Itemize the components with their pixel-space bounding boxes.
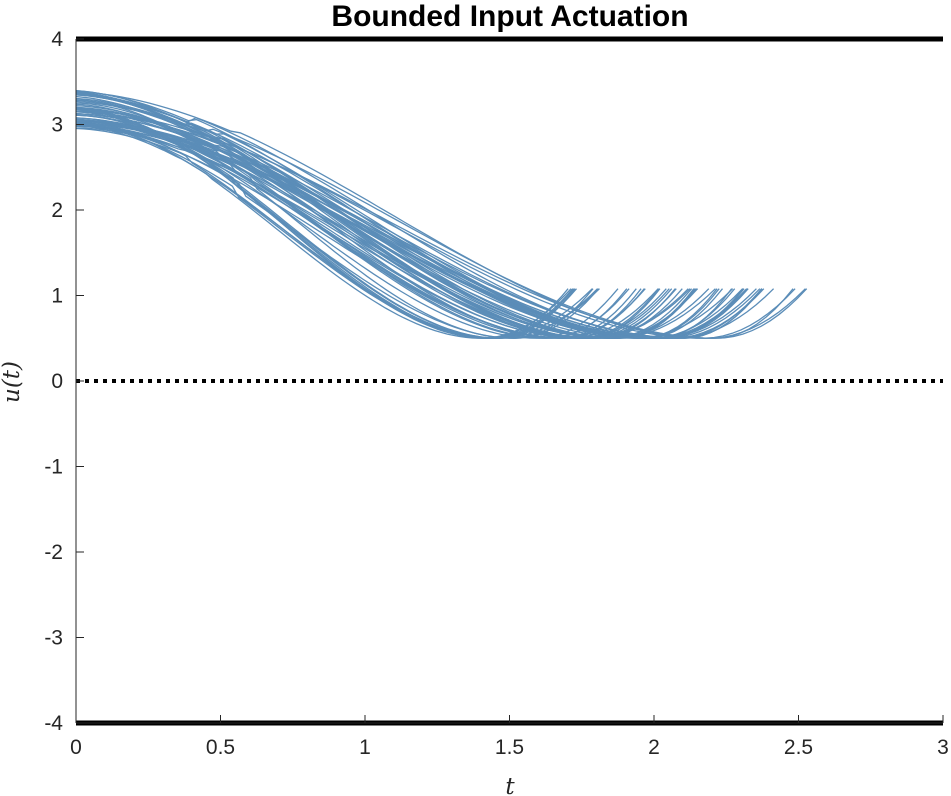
y-tick-label: -3 [44,627,63,650]
x-tick-label: 2 [648,736,660,759]
x-tick-label: 1 [359,736,371,759]
trajectory-line [75,94,670,339]
chart-title: Bounded Input Actuation [331,0,688,33]
trajectory-line [75,124,599,339]
y-tick-label: 3 [51,114,63,137]
y-tick-label: -4 [44,712,63,735]
y-tick-label: -1 [44,456,63,479]
x-tick-label: 0 [70,736,82,759]
trajectory-line [75,100,808,339]
y-tick-label: 4 [51,28,63,51]
trajectory-line [75,114,637,339]
trajectory-series [75,90,808,339]
y-tick-labels: -4 -3 -2 -1 0 1 2 3 4 [44,28,84,735]
y-tick-label: 0 [51,370,63,393]
x-tick-label: 1.5 [495,736,524,759]
x-tick-labels: 0 0.5 1 1.5 2 2.5 3 [70,715,949,759]
trajectory-line [75,91,763,339]
trajectory-line [75,108,574,339]
trajectory-line [75,106,697,339]
y-tick-label: 1 [51,285,63,308]
trajectory-line [75,92,689,339]
x-tick-label: 2.5 [784,736,813,759]
x-tick-label: 3 [937,736,949,759]
y-axis-label: u(t) [0,361,25,403]
y-tick-label: 2 [51,199,63,222]
x-axis-label: t [505,774,515,796]
x-tick-label: 0.5 [206,736,235,759]
y-tick-label: -2 [44,541,63,564]
trajectory-line [75,124,660,339]
trajectory-line [75,103,630,339]
